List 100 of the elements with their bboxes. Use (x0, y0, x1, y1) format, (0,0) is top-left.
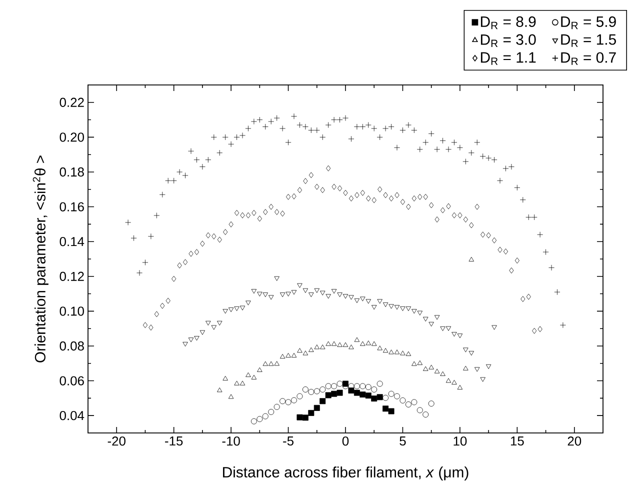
point (428, 322, 434, 327)
point (285, 399, 292, 406)
legend-label: D$_{R}$ = 1.1 (480, 52, 536, 65)
point (422, 412, 429, 418)
x-tick-label: 5 (400, 436, 406, 446)
y-tick-label: 0.10 (60, 306, 84, 316)
point (434, 315, 440, 320)
point (377, 299, 382, 304)
x-axis-title: Distance across fiber filament, x (μm) (223, 466, 468, 480)
point (302, 288, 308, 293)
point (326, 294, 331, 299)
point (302, 350, 308, 356)
y-tick-label: 0.04 (60, 410, 84, 420)
point (417, 360, 423, 365)
point (388, 304, 394, 309)
point (234, 380, 240, 386)
point (452, 380, 457, 384)
y-tick-label: 0.12 (60, 272, 84, 281)
y-axis-title: Orientation parameter, <sin$^{2}$θ > (32, 156, 48, 362)
point (206, 320, 211, 326)
point (400, 306, 406, 312)
point (308, 388, 314, 395)
point (400, 350, 406, 356)
point (314, 344, 320, 350)
point (411, 399, 418, 406)
point (406, 351, 412, 356)
point (388, 350, 394, 354)
point (360, 383, 366, 390)
point (325, 383, 332, 390)
point (228, 394, 234, 399)
point (274, 404, 280, 410)
point (274, 276, 280, 281)
legend-label: D$_{R}$ = 5.9 (561, 16, 616, 30)
point (463, 366, 468, 370)
point (274, 361, 280, 366)
point (388, 390, 394, 397)
point (308, 410, 314, 416)
y-tick-label: 0.22 (60, 98, 84, 107)
point (320, 290, 326, 296)
point (291, 352, 297, 358)
point (457, 334, 463, 338)
point (423, 316, 428, 322)
point (297, 348, 302, 353)
point (280, 292, 286, 298)
point (268, 408, 274, 415)
point (234, 306, 240, 312)
point (296, 393, 303, 400)
point (360, 296, 366, 302)
point (446, 378, 452, 383)
y-tick-label: 0.18 (60, 167, 84, 177)
point (228, 308, 234, 312)
point (257, 367, 262, 372)
point (406, 306, 412, 312)
point (354, 298, 360, 304)
point (250, 418, 257, 424)
point (302, 386, 308, 392)
point (376, 380, 383, 387)
point (222, 376, 228, 380)
point (251, 289, 257, 294)
point (372, 341, 377, 346)
point (262, 361, 268, 366)
point (200, 330, 206, 335)
x-tick-label: 20 (568, 436, 582, 446)
point (331, 390, 338, 397)
point (217, 388, 222, 392)
point (211, 325, 217, 330)
point (336, 380, 343, 387)
point (440, 326, 446, 332)
point (382, 406, 389, 412)
point (474, 367, 480, 372)
point (320, 386, 326, 392)
point (388, 408, 394, 414)
point (331, 289, 337, 294)
point (291, 290, 297, 295)
point (440, 371, 446, 376)
point (365, 392, 372, 399)
point (314, 404, 320, 411)
point (251, 374, 257, 380)
point (268, 361, 274, 366)
point (377, 346, 382, 350)
x-tick-label: -15 (165, 436, 183, 446)
point (423, 366, 428, 371)
x-tick-label: -10 (222, 436, 240, 446)
point (325, 392, 332, 398)
point (320, 344, 326, 350)
point (412, 361, 417, 366)
point (194, 336, 200, 341)
point (376, 394, 383, 400)
point (342, 294, 348, 299)
y-tick-label: 0.08 (60, 341, 84, 351)
point (262, 413, 268, 420)
point (412, 309, 417, 314)
point (394, 350, 400, 354)
point (371, 386, 378, 392)
point (480, 377, 486, 382)
point (262, 292, 268, 298)
point (428, 400, 434, 407)
point (382, 302, 388, 308)
legend-label: D$_{R}$ = 1.5 (561, 34, 616, 47)
point (457, 384, 463, 390)
